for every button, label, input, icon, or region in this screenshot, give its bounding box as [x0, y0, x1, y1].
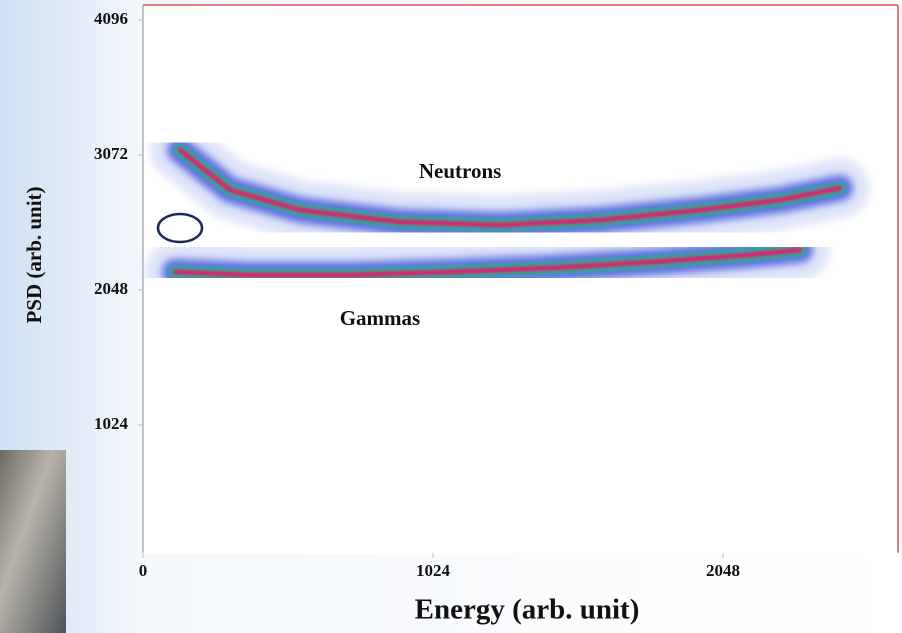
y-tick-label: 2048: [94, 279, 128, 298]
y-tick-label: 4096: [94, 9, 128, 28]
y-tick-label: 1024: [94, 414, 129, 433]
x-tick-label: 1024: [416, 561, 451, 580]
highlight-circle: [156, 212, 204, 244]
x-axis-title: Energy (arb. unit): [415, 594, 640, 626]
x-tick-label: 2048: [706, 561, 740, 580]
series-label: Gammas: [340, 306, 421, 330]
y-tick-label: 3072: [94, 144, 128, 163]
photo-fragment: [0, 450, 66, 633]
x-tick-label: 0: [139, 561, 148, 580]
density-core: [172, 247, 803, 278]
series-label: Neutrons: [419, 159, 501, 183]
plot-layer: [145, 120, 870, 305]
density-core: [177, 147, 843, 228]
y-axis-title: PSD (arb. unit): [22, 186, 46, 323]
